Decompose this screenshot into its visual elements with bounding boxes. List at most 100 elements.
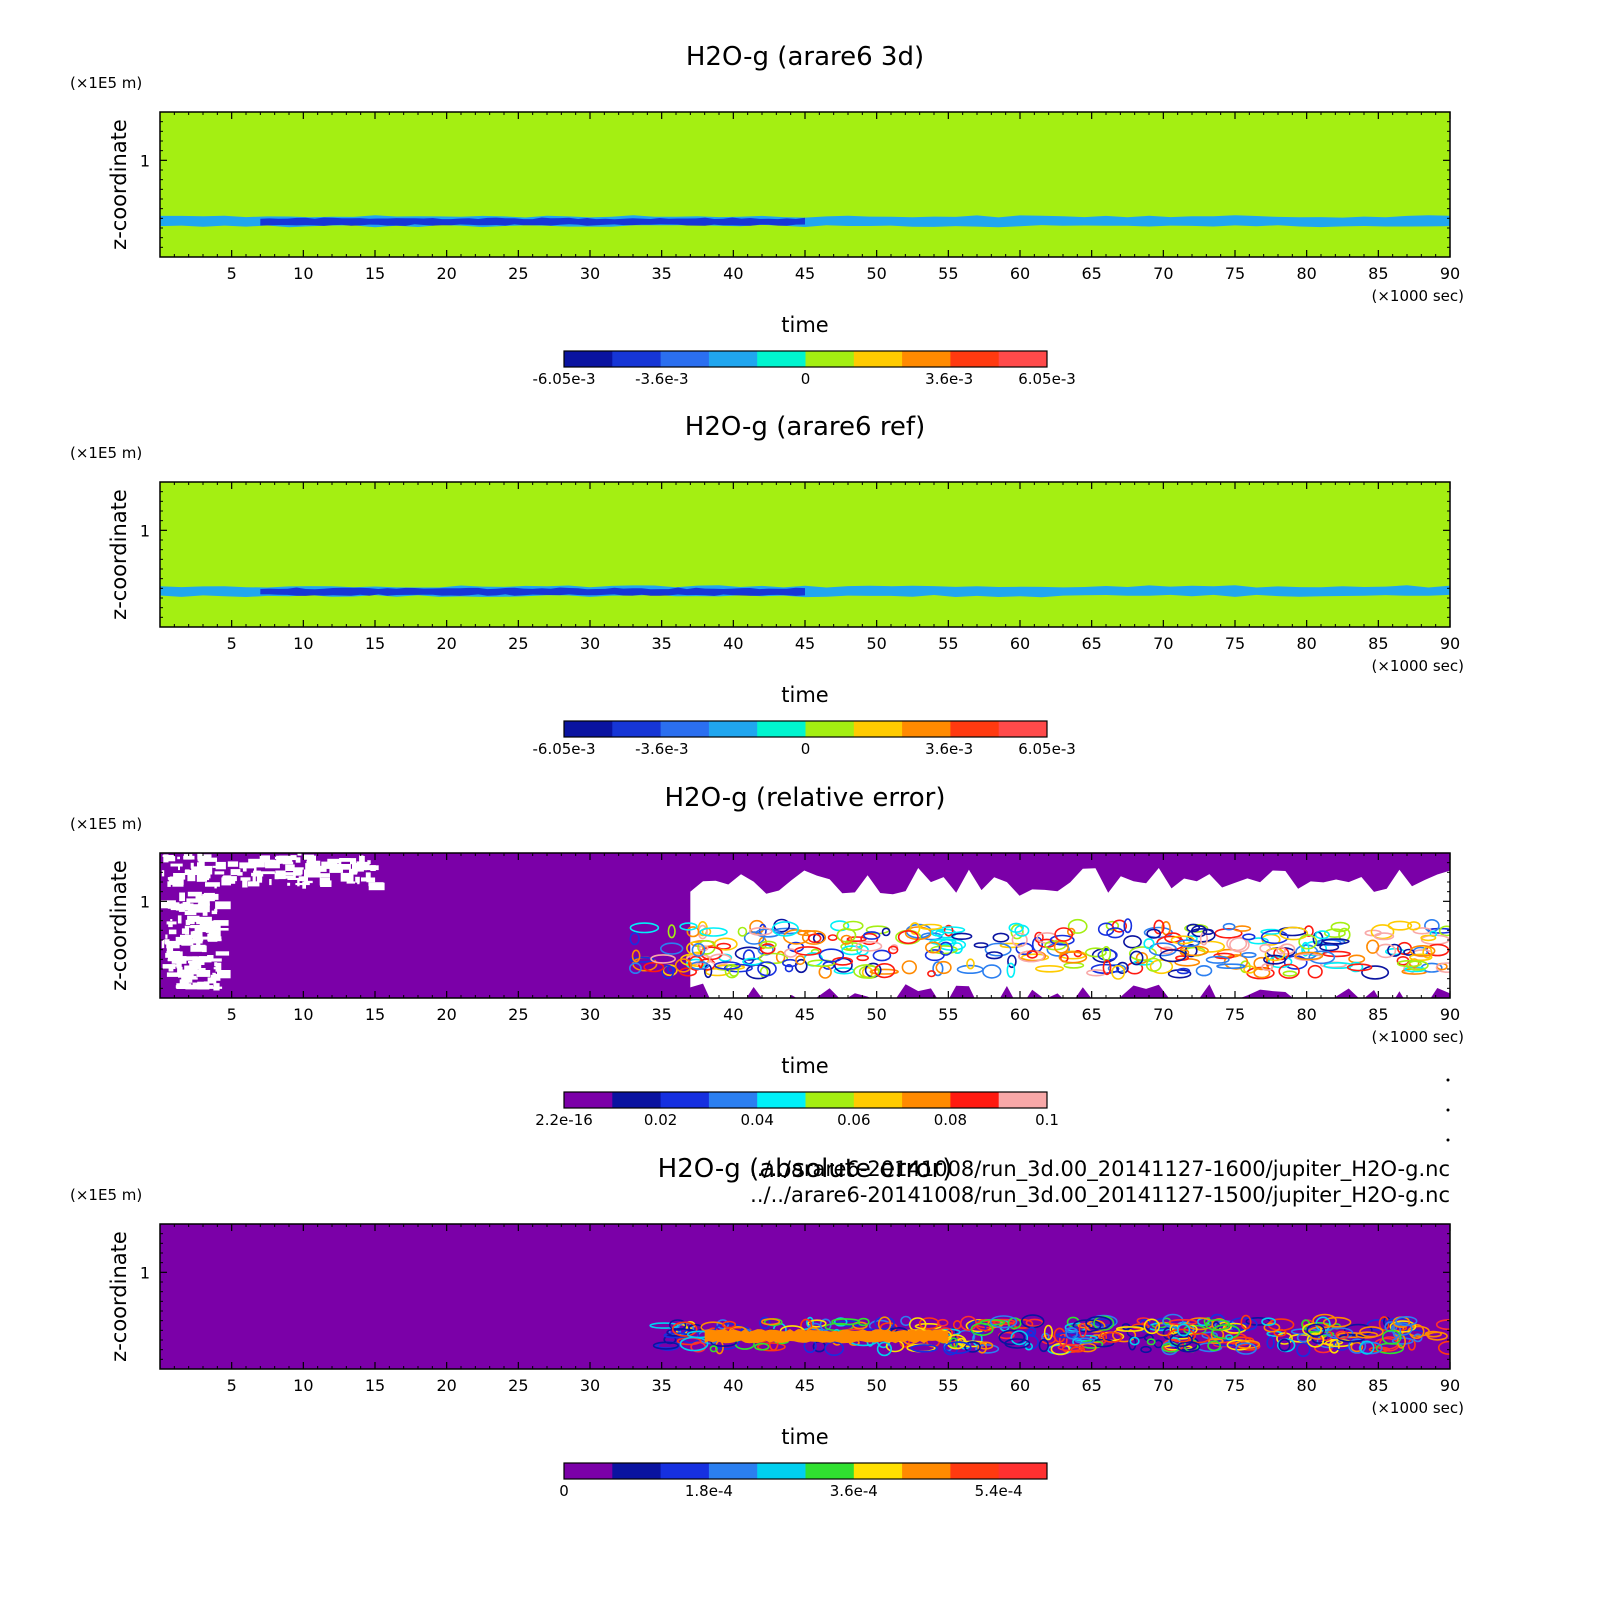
margin-dot	[1446, 1078, 1450, 1082]
colorbar-segment	[853, 721, 903, 737]
file-path-label: ../../arare6-20141008/run_3d.00_20141127…	[750, 1157, 1450, 1182]
colorbar-segment	[902, 1092, 951, 1108]
colorbar-segment	[757, 1092, 806, 1108]
x-tick-label: 10	[293, 1376, 313, 1395]
colorbar-segment	[998, 1092, 1048, 1108]
margin-dot	[1446, 1138, 1450, 1142]
x-tick-label: 15	[365, 264, 385, 283]
chart-panel-4: H2O-g (absolute error)(×1E5 m)5 10 15 20 25 3…	[70, 1154, 1464, 1500]
x-tick-label: 85	[1368, 264, 1388, 283]
x-tick-label: 75	[1225, 264, 1245, 283]
colorbar-tick-label: 6.05e-3	[1018, 740, 1076, 758]
colorbar-tick-label: 0	[801, 370, 811, 388]
colorbar-frame	[563, 350, 1048, 368]
x-tick-label: 20	[436, 1376, 456, 1395]
chart-title: H2O-g (arare6 3d)	[686, 42, 924, 72]
x-tick-label: 90	[1440, 1005, 1460, 1024]
colorbar-segment	[612, 351, 662, 367]
colorbar-segment	[564, 721, 613, 737]
colorbar-segment	[564, 1092, 613, 1108]
y-unit-label: (×1E5 m)	[70, 74, 142, 92]
x-tick-label: 50	[866, 634, 886, 653]
heatmap-feature-1	[217, 513, 1450, 523]
y-tick-label: 1	[140, 1263, 150, 1282]
x-tick-label: 20	[436, 634, 456, 653]
colorbar-segment	[757, 351, 806, 367]
x-tick-label: 30	[580, 1376, 600, 1395]
x-tick-label: 5	[227, 634, 237, 653]
colorbar-segment	[708, 1092, 758, 1108]
colorbar-segment	[805, 721, 855, 737]
x-tick-label: 5	[227, 1376, 237, 1395]
chart-title: H2O-g (absolute error)	[658, 1154, 953, 1184]
colorbar-tick-label: 3.6e-4	[830, 1482, 878, 1500]
heatmap-feature-3	[260, 587, 805, 596]
y-tick-label: 1	[140, 151, 150, 170]
heatmap-feature-3	[260, 217, 805, 226]
heatmap-field	[160, 482, 1450, 627]
x-tick-label: 65	[1081, 1376, 1101, 1395]
heatmap-feature-4	[629, 918, 1450, 980]
colorbar-segment	[757, 721, 806, 737]
x-tick-label: 85	[1368, 1376, 1388, 1395]
x-tick-label: 55	[938, 264, 958, 283]
colorbar-tick-label: 1.8e-4	[685, 1482, 733, 1500]
colorbar-tick-label: 0	[559, 1482, 569, 1500]
x-tick-label: 5	[227, 264, 237, 283]
x-tick-label: 20	[436, 264, 456, 283]
x-tick-label: 90	[1440, 1376, 1460, 1395]
colorbar-segment	[805, 1463, 855, 1479]
x-tick-label: 55	[938, 1376, 958, 1395]
x-unit-label: (×1000 sec)	[1371, 657, 1464, 675]
colorbar-segment	[853, 1092, 903, 1108]
y-unit-label: (×1E5 m)	[70, 444, 142, 462]
x-tick-label: 25	[508, 1005, 528, 1024]
x-tick-label: 25	[508, 634, 528, 653]
colorbar-frame	[563, 1462, 1048, 1480]
y-tick-label: 1	[140, 521, 150, 540]
chart-panel-3: H2O-g (relative error) (×1E5 m) 5 10 15 20 25 3…	[70, 783, 1464, 1129]
heatmap-feature-2	[704, 1328, 949, 1344]
x-tick-label: 45	[795, 1005, 815, 1024]
colorbar-segment	[612, 1092, 662, 1108]
heatmap-feature-1	[649, 1313, 1450, 1357]
heatmap-field	[160, 853, 1450, 998]
x-tick-label: 75	[1225, 1376, 1245, 1395]
chart-title: H2O-g (arare6 ref)	[685, 412, 925, 442]
x-tick-label: 30	[580, 634, 600, 653]
colorbar-segment	[660, 1463, 710, 1479]
x-tick-label: 35	[651, 264, 671, 283]
colorbar-segment	[902, 1463, 951, 1479]
colorbar-segment	[708, 1463, 758, 1479]
x-tick-label: 80	[1296, 1005, 1316, 1024]
colorbar-tick-label: -3.6e-3	[635, 740, 688, 758]
x-tick-label: 15	[365, 1005, 385, 1024]
y-axis-label: z-coordinate	[107, 119, 131, 250]
colorbar-frame	[563, 1091, 1048, 1109]
y-tick-label: 1	[140, 892, 150, 911]
x-tick-label: 70	[1153, 634, 1173, 653]
heatmap-field	[160, 1224, 1450, 1369]
x-unit-label: (×1000 sec)	[1371, 287, 1464, 305]
x-tick-label: 65	[1081, 264, 1101, 283]
x-tick-label: 10	[293, 634, 313, 653]
colorbar-segment	[660, 1092, 710, 1108]
file-path-label: ../../arare6-20141008/run_3d.00_20141127…	[750, 1183, 1450, 1208]
x-tick-label: 65	[1081, 634, 1101, 653]
colorbar-tick-label: 3.6e-3	[925, 370, 973, 388]
x-tick-label: 50	[866, 1376, 886, 1395]
x-tick-label: 40	[723, 1005, 743, 1024]
x-tick-label: 70	[1153, 1005, 1173, 1024]
x-tick-label: 60	[1010, 1005, 1030, 1024]
colorbar: 0 1.8e-4 3.6e-4 5.4e-4	[559, 1462, 1048, 1500]
x-tick-label: 60	[1010, 264, 1030, 283]
colorbar-segment	[708, 351, 758, 367]
x-tick-label: 45	[795, 634, 815, 653]
y-unit-label: (×1E5 m)	[70, 815, 142, 833]
x-tick-label: 40	[723, 1376, 743, 1395]
colorbar-segment	[998, 721, 1048, 737]
x-axis-label: time	[781, 683, 828, 707]
x-tick-label: 10	[293, 264, 313, 283]
x-tick-label: 55	[938, 634, 958, 653]
